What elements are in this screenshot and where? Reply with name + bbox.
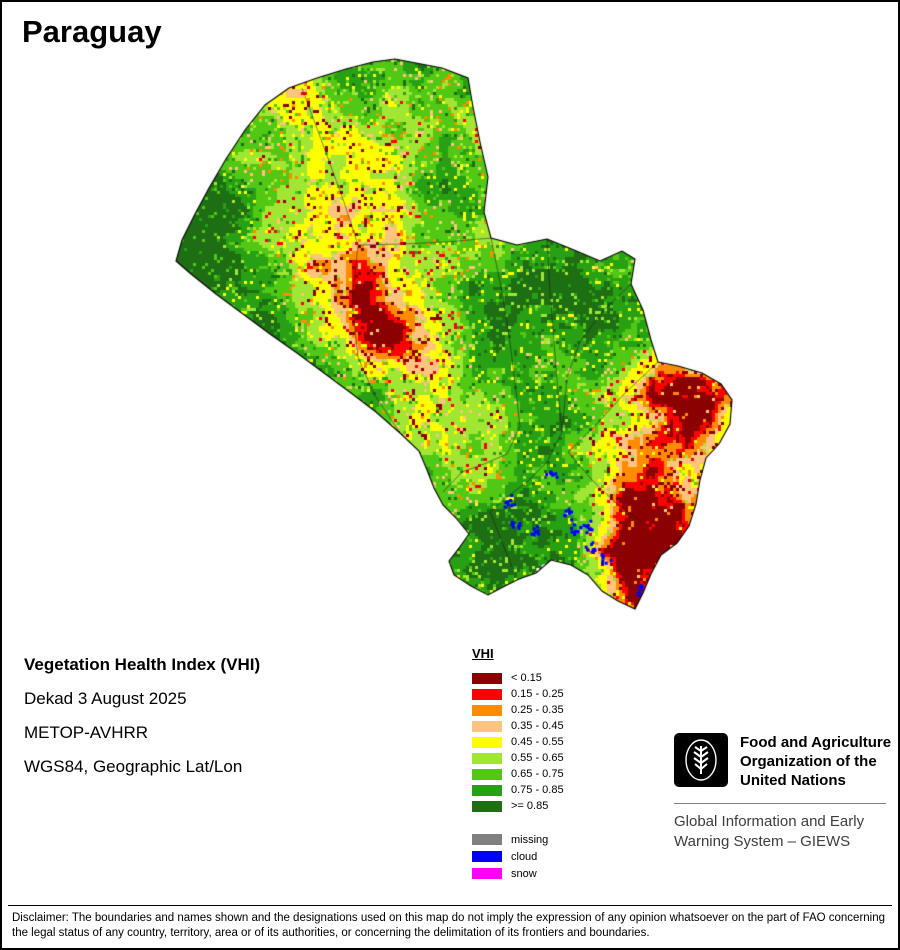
disclaimer: Disclaimer: The boundaries and names sho…	[12, 912, 886, 939]
fao-logo-icon	[674, 733, 728, 787]
vhi-legend: VHI < 0.15 0.15 - 0.25 0.25 - 0.35 0.35 - 0…	[472, 646, 564, 882]
legend-row: cloud	[472, 848, 564, 865]
legend-label: >= 0.85	[511, 800, 549, 812]
legend-row: 0.75 - 0.85	[472, 782, 564, 798]
fao-block: Food and Agriculture Organization of the…	[674, 733, 894, 790]
legend-label: cloud	[511, 850, 538, 863]
legend-row: 0.25 - 0.35	[472, 702, 564, 718]
legend-row: < 0.15	[472, 670, 564, 686]
legend-special-classes: missing cloud snow	[472, 831, 564, 882]
fao-divider	[674, 803, 886, 804]
legend-label: 0.45 - 0.55	[511, 736, 564, 748]
legend-row: 0.35 - 0.45	[472, 718, 564, 734]
legend-label: 0.55 - 0.65	[511, 752, 564, 764]
projection-label: WGS84, Geographic Lat/Lon	[24, 757, 243, 776]
giews-label: Global Information and Early Warning Sys…	[674, 813, 865, 850]
sensor-label: METOP-AVHRR	[24, 723, 149, 742]
legend-label: 0.75 - 0.85	[511, 784, 564, 796]
legend-row: snow	[472, 865, 564, 882]
legend-label: 0.65 - 0.75	[511, 768, 564, 780]
fao-name: Food and Agriculture Organization of the…	[740, 734, 892, 789]
legend-swatch	[472, 672, 502, 684]
map-metadata: Vegetation Health Index (VHI) Dekad 3 Au…	[24, 648, 260, 784]
legend-swatch	[472, 800, 502, 812]
legend-swatch	[472, 720, 502, 732]
legend-swatch	[472, 851, 502, 862]
legend-label: snow	[511, 867, 537, 880]
dekad-label: Dekad 3 August 2025	[24, 689, 187, 708]
legend-row: 0.15 - 0.25	[472, 686, 564, 702]
disclaimer-divider	[8, 905, 892, 906]
legend-swatch	[472, 868, 502, 879]
legend-row: 0.55 - 0.65	[472, 750, 564, 766]
legend-row: >= 0.85	[472, 798, 564, 814]
page-title: Paraguay	[22, 14, 162, 49]
legend-label: 0.25 - 0.35	[511, 704, 564, 716]
legend-swatch	[472, 784, 502, 796]
legend-label: < 0.15	[511, 672, 542, 684]
legend-swatch	[472, 688, 502, 700]
legend-swatch	[472, 834, 502, 845]
legend-swatch	[472, 736, 502, 748]
legend-row: missing	[472, 831, 564, 848]
legend-row: 0.45 - 0.55	[472, 734, 564, 750]
product-label: Vegetation Health Index (VHI)	[24, 655, 261, 674]
legend-title: VHI	[472, 646, 494, 661]
legend-label: 0.15 - 0.25	[511, 688, 564, 700]
legend-swatch	[472, 704, 502, 716]
legend-swatch	[472, 752, 502, 764]
legend-label: missing	[511, 833, 549, 846]
legend-row: 0.65 - 0.75	[472, 766, 564, 782]
legend-classes: < 0.15 0.15 - 0.25 0.25 - 0.35 0.35 - 0.45 0…	[472, 670, 564, 814]
legend-label: 0.35 - 0.45	[511, 720, 564, 732]
legend-swatch	[472, 768, 502, 780]
